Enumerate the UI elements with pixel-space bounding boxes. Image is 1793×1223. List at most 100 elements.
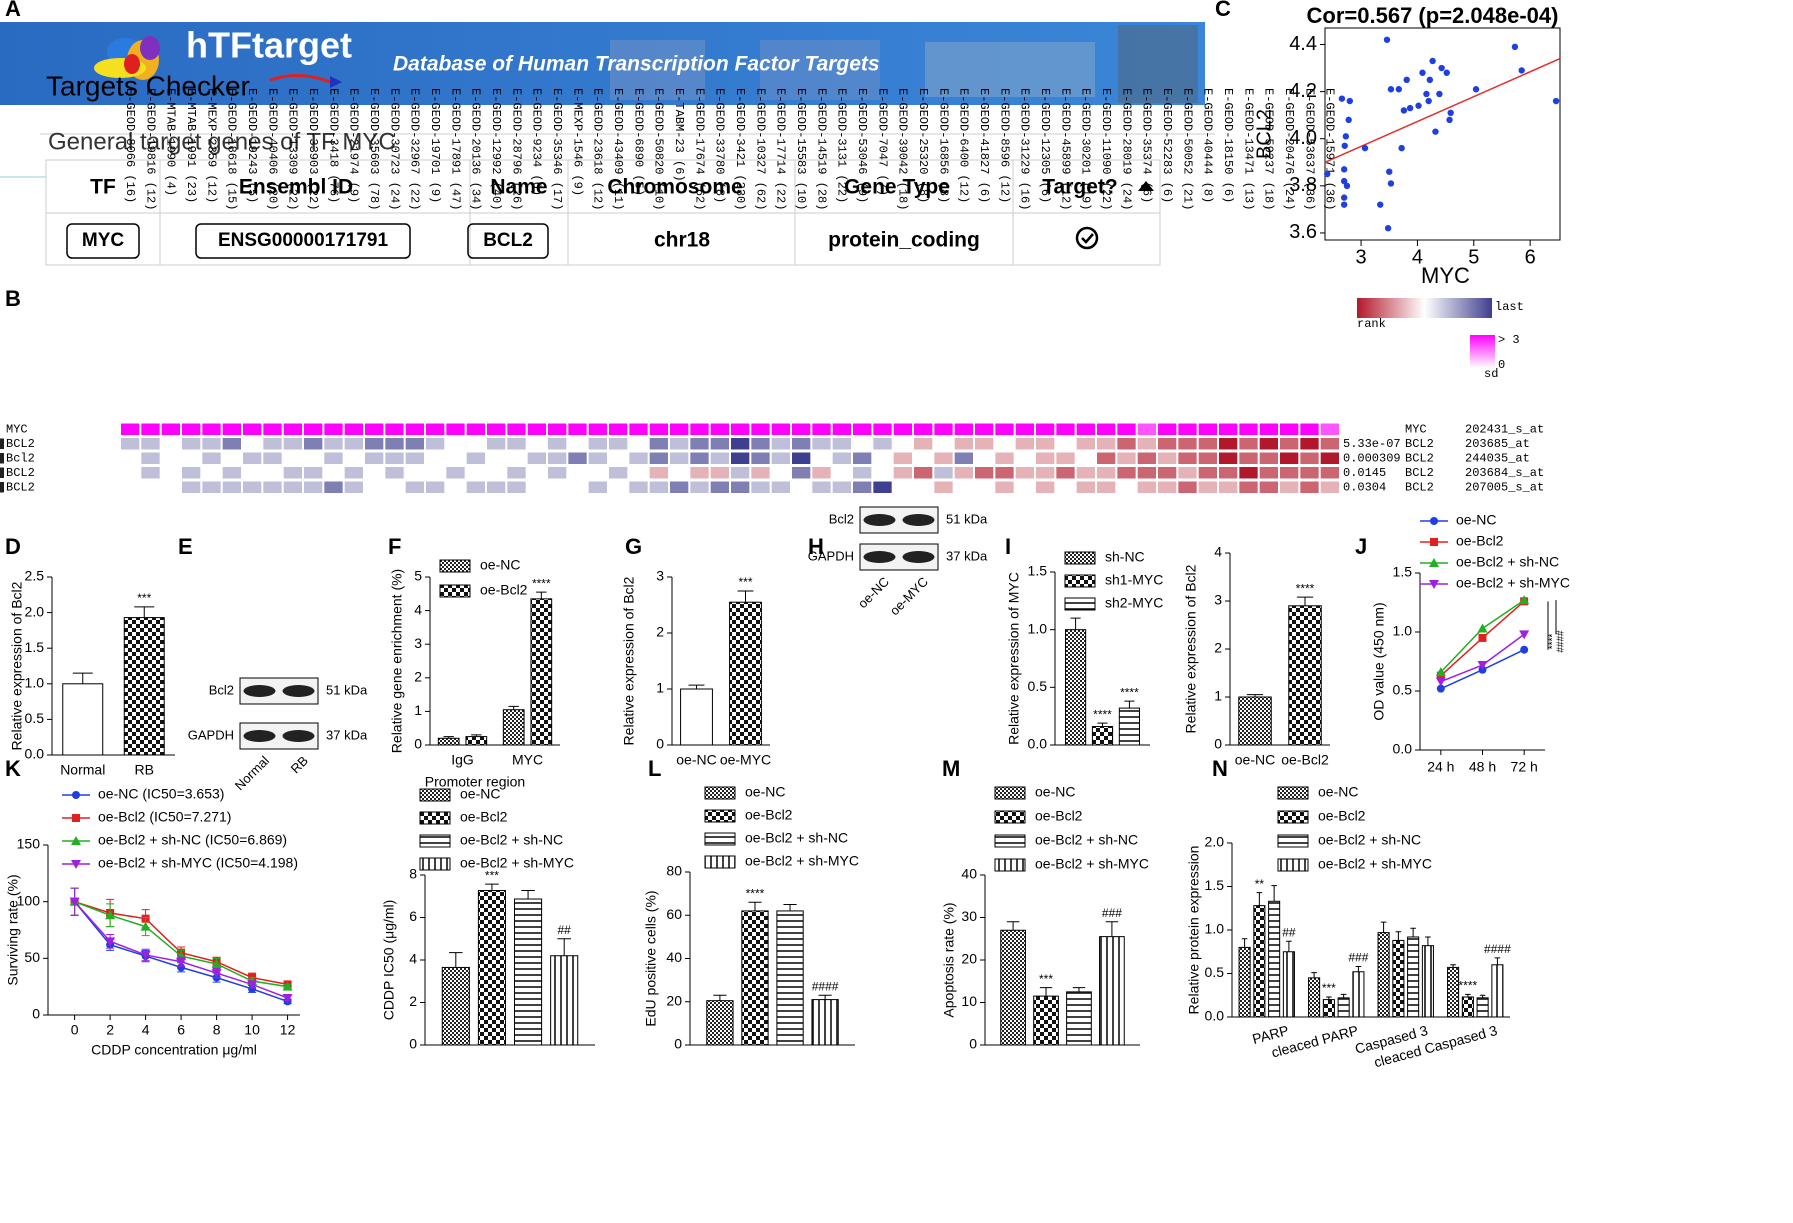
heat-cell [853,452,872,464]
heat-cell [1015,452,1034,464]
row-probe: 203684_s_at [1465,466,1544,480]
heat-cell [629,438,648,450]
heat-cell [527,423,546,435]
column-label: E-GEOD-31229 (16) [1018,88,1032,210]
y-tick-label: 0.5 [1205,964,1225,980]
heat-cell [1178,467,1197,479]
legend-label: sh2-MYC [1105,595,1163,611]
marker [71,860,81,869]
y-tick-label: 1.0 [1205,921,1225,937]
column-label: E-GEOD-40406 (20) [265,88,279,210]
legend-swatch [704,832,736,846]
error-bar [1006,921,1020,931]
significance: *** [137,591,151,605]
chart: 0.0 0.5 1.0 1.5 OD value (450 nm) 24 h 48 h 72 … [1371,512,1570,775]
point [1343,182,1351,190]
plot-frame [1324,27,1561,241]
table-header: TF [90,176,116,199]
legend-swatch [994,786,1026,800]
column-label: E-GEOD-53046 (9) [855,88,869,203]
heat-cell [832,452,851,464]
point [1436,90,1443,98]
chart: 0.0 0.5 1.0 1.5 Relative expression of MYC sh… [1006,549,1164,752]
marker [282,994,293,1003]
significance: ** [1255,877,1265,891]
x-axis-label: CDDP concentration μg/ml [91,1042,257,1058]
heat-cell [1056,423,1075,435]
legend-label: 0 [1498,358,1505,372]
marker [1435,677,1446,687]
legend-label: oe-Bcl2 + sh-NC [460,832,563,848]
error-bar [1450,964,1456,968]
point [1384,225,1392,232]
chart: 3.6 3.8 4.0 4.2 4.4 BCL2 3 4 5 6 Cor=0.567 (p=2.04… [1253,3,1561,288]
heat-cell [588,438,607,450]
heat-cell [1320,423,1339,435]
heat-cell [385,481,404,493]
bar [776,910,804,1046]
panel-label: L [648,756,661,781]
error-bar [1286,940,1292,952]
y-tick-label: 8 [409,866,417,882]
legend-label: oe-Bcl2 + sh-NC [745,830,848,846]
heat-cell [304,481,323,493]
heat-cell [690,467,709,479]
y-tick-label: 3 [1214,592,1222,608]
heat-cell [914,481,933,493]
heat-cell [548,481,567,493]
heat-cell [527,438,546,450]
legend-label: oe-Bcl2 + sh-NC [1318,832,1421,848]
x-tick-label: 2 [106,1022,114,1038]
bar [1066,991,1092,1046]
x-tick-label: 4 [1412,246,1423,268]
heat-cell [1320,481,1339,493]
significance: ## [558,923,572,937]
heat-cell [1300,438,1319,450]
table-header: Target? [1042,176,1117,199]
y-tick-label: 4 [414,601,422,617]
marker [177,963,186,972]
panel-label: H [808,534,824,559]
heat-cell [771,481,790,493]
row-label: BCL2 [6,480,35,494]
legend-label: oe-Bcl2 (IC50=7.271) [98,809,231,825]
chart: 0 10 20 30 40 Apoptosis rate (%) oe-NC *** oe-Bc… [941,784,1149,1052]
heat-cell [1239,467,1258,479]
legend-label: oe-NC [1456,512,1496,528]
column-label: E-GEOD-17714 (22) [774,88,788,210]
y-tick-label: 1.5 [25,639,45,655]
y-tick-label: 1.0 [1028,620,1048,636]
heat-cell [588,481,607,493]
column-label: E-GEOD-8596 (12) [997,88,1011,203]
bar [729,601,762,746]
panel-label: B [5,286,21,311]
legend-label: oe-Bcl2 + sh-MYC [1035,856,1149,872]
heat-cell [344,481,363,493]
heat-cell [507,452,526,464]
error-bar [1425,936,1431,946]
y-tick-label: 50 [24,949,40,965]
y-tick-label: 150 [17,836,41,852]
heat-cell [324,452,343,464]
heat-cell [649,438,668,450]
legend-label: rank [1357,317,1386,331]
bar [1421,945,1434,1018]
heat-cell [629,467,648,479]
heat-cell [385,452,404,464]
heat-cell [222,438,241,450]
heat-cell [202,452,221,464]
row-label: MYC [6,422,28,436]
heat-cell [446,467,465,479]
heat-cell [344,467,363,479]
y-tick-label: 0.0 [1205,1008,1225,1024]
y-tick-label: 0.5 [25,710,45,726]
legend-label: oe-Bcl2 + sh-MYC [1456,575,1570,591]
y-tick-label: 2 [656,624,664,640]
significance: *** [1322,981,1336,995]
heat-cell [324,438,343,450]
column-label: E-GEOD-28019 (24) [1119,88,1133,210]
heat-cell [182,438,201,450]
y-tick-label: 0.5 [1393,682,1413,698]
bar [1407,936,1420,1018]
heat-cell [853,438,872,450]
